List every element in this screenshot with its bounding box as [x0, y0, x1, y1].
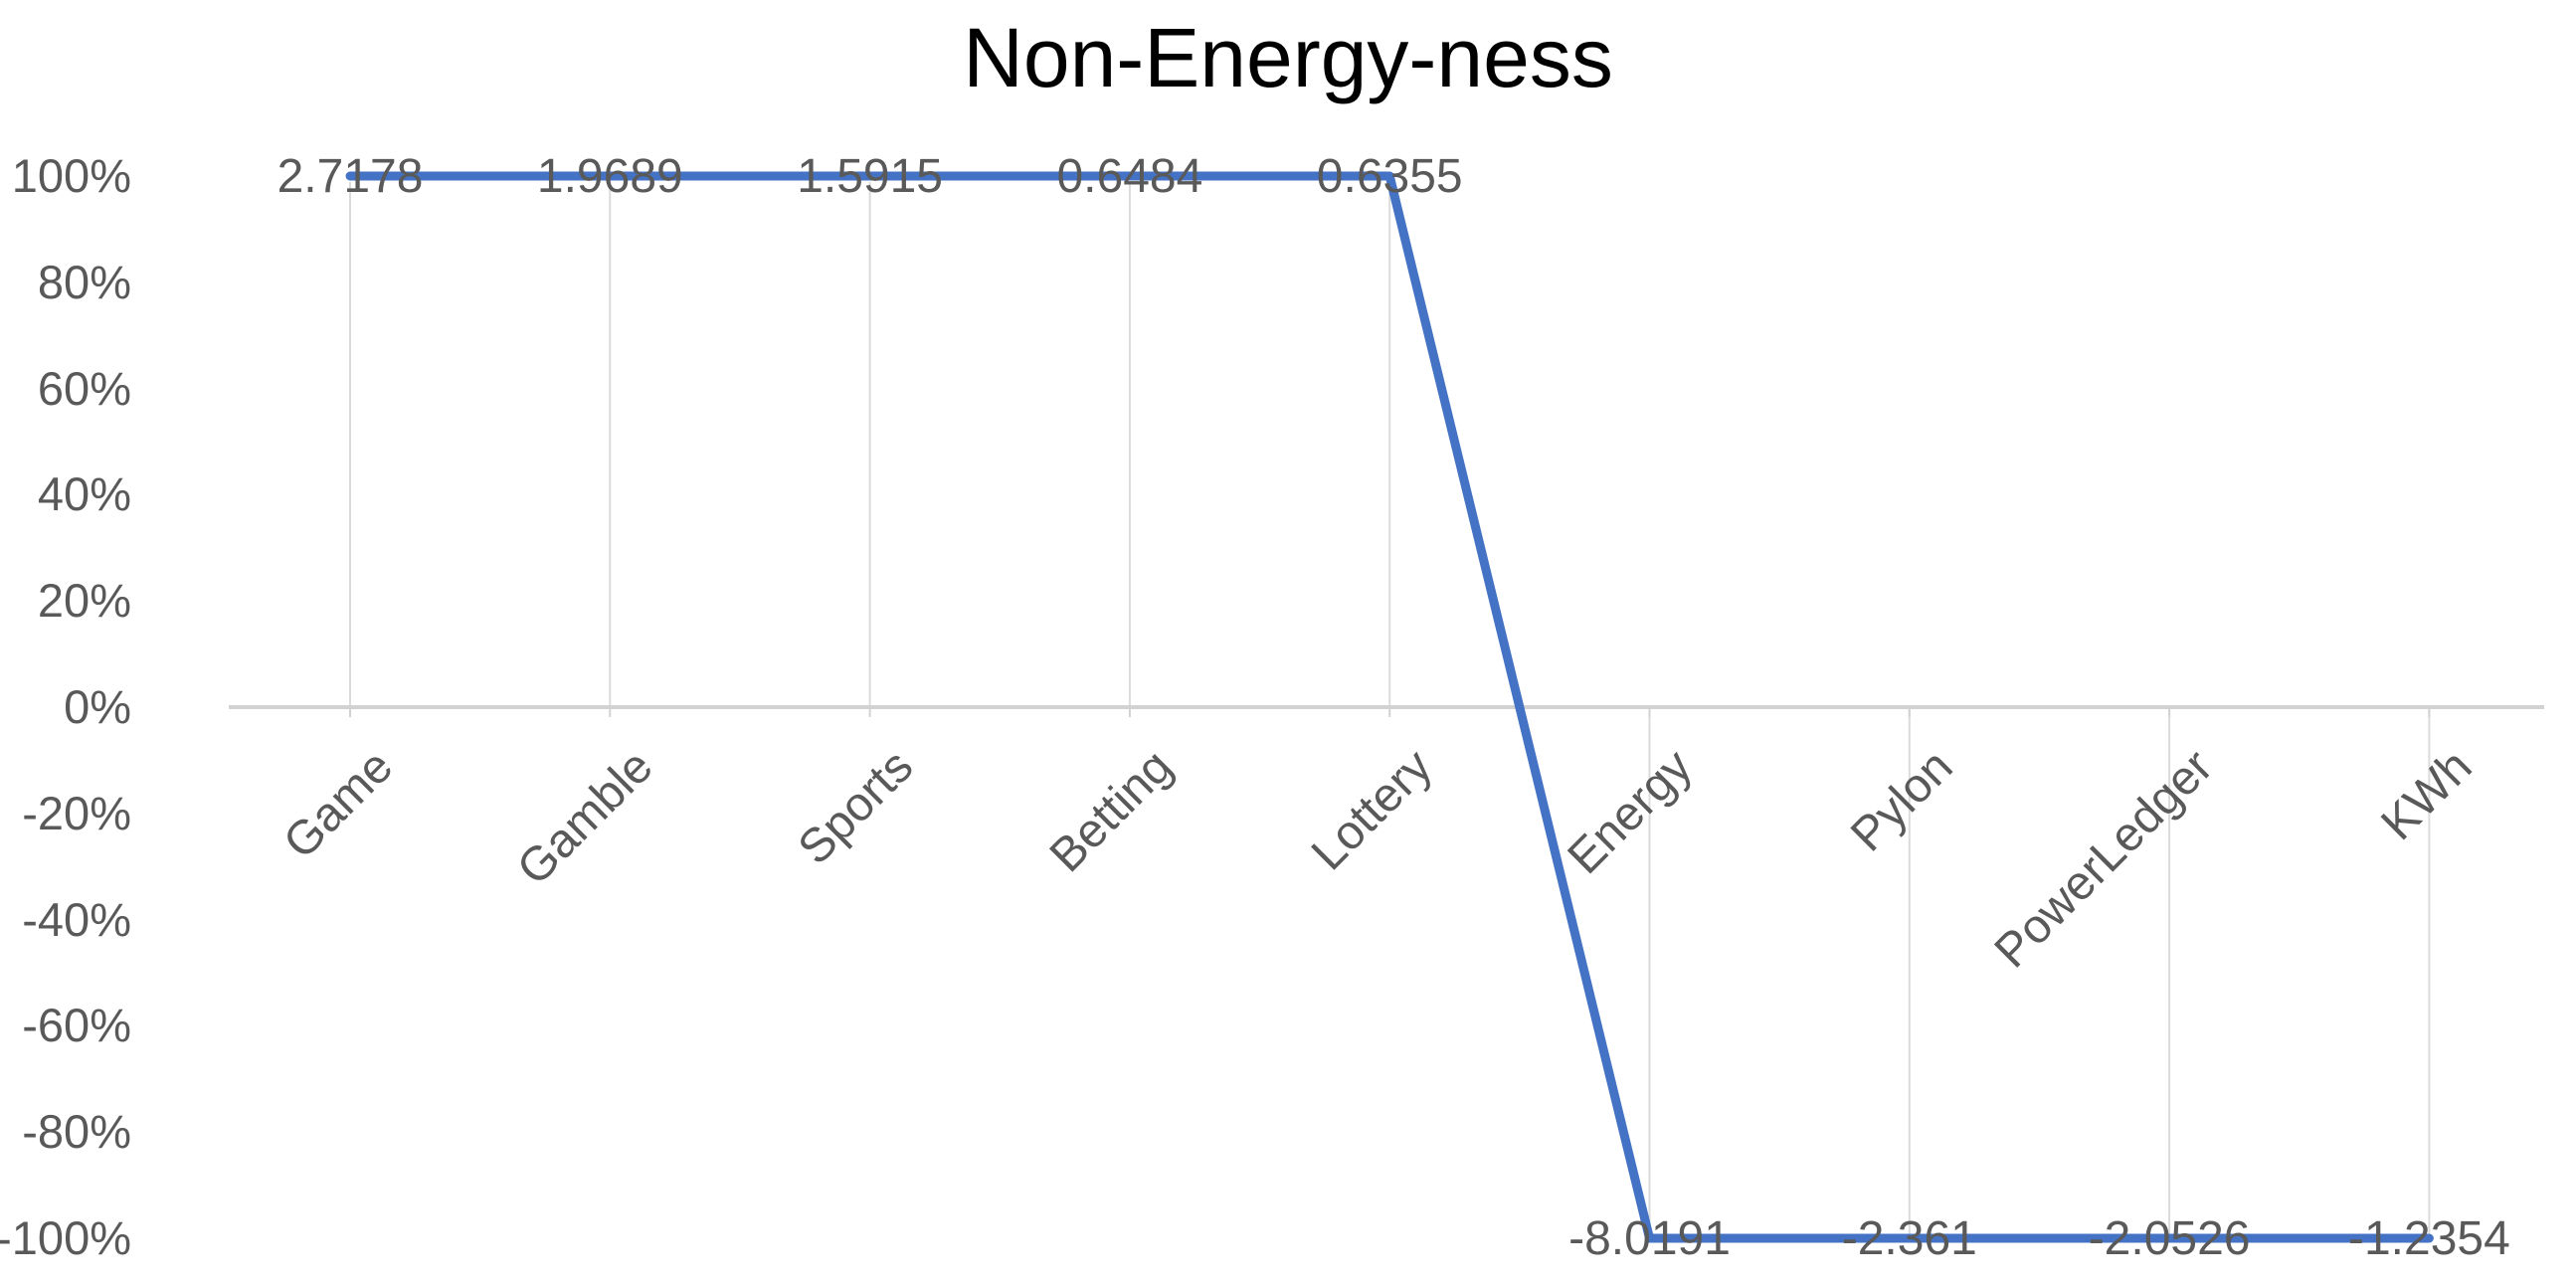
y-axis-tick-label: 40% — [37, 467, 131, 521]
data-label: 2.7178 — [276, 150, 424, 203]
data-label: -2.361 — [1841, 1212, 1977, 1265]
y-axis-tick-label: -20% — [22, 786, 131, 839]
data-label: 0.6355 — [1316, 150, 1463, 203]
y-axis-tick-label: 20% — [37, 574, 131, 628]
data-label: 1.5915 — [797, 150, 943, 203]
y-axis-tick-label: -100% — [0, 1211, 131, 1264]
data-label: 0.6484 — [1056, 150, 1203, 203]
series-line — [345, 171, 2434, 1243]
y-axis-tick-label: -40% — [22, 892, 131, 946]
chart-title: Non-Energy-ness — [963, 11, 1613, 104]
y-axis-tick-label: 100% — [11, 149, 131, 202]
y-axis-tick-label: 80% — [37, 255, 131, 308]
y-axis-tick-label: 60% — [37, 361, 131, 415]
y-axis-tick-label: -60% — [22, 999, 131, 1052]
data-label: 1.9689 — [536, 150, 683, 203]
data-label: -2.0526 — [2088, 1212, 2251, 1265]
y-axis-tick-label: 0% — [64, 680, 131, 733]
data-label: -8.0191 — [1568, 1212, 1731, 1265]
y-axis-tick-label: -80% — [22, 1105, 131, 1159]
data-label: -1.2354 — [2347, 1212, 2510, 1265]
